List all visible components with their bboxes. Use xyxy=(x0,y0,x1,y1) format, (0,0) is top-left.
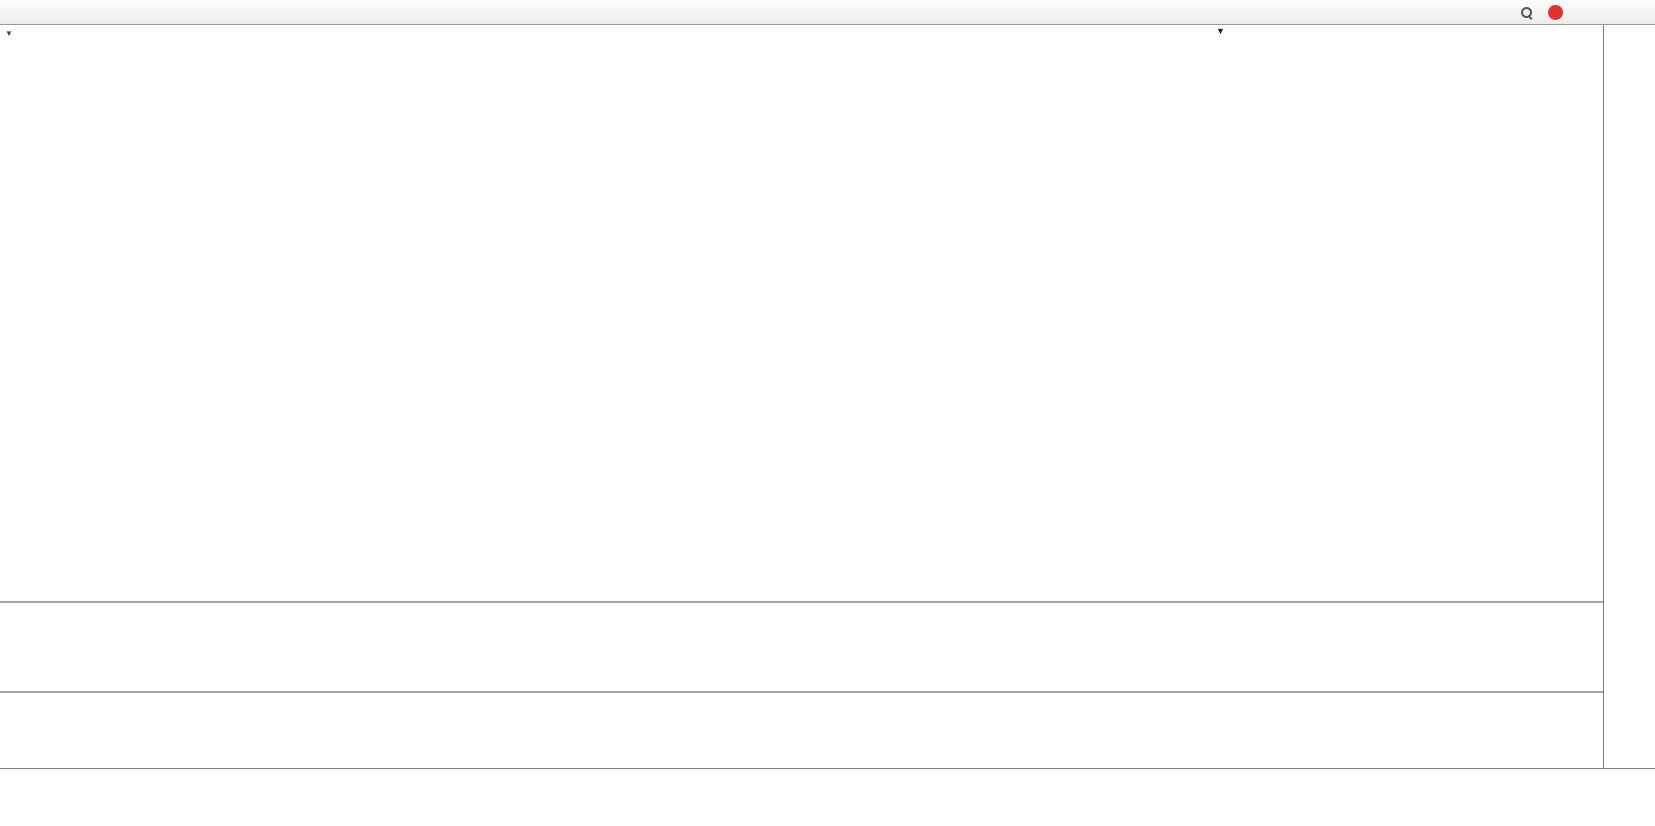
collapse-triangle-icon[interactable]: ▼ xyxy=(5,29,13,38)
macd-label xyxy=(6,605,10,616)
rsi-label xyxy=(6,695,10,706)
search-icon xyxy=(1520,6,1533,19)
price-axis[interactable] xyxy=(1603,25,1655,768)
search-button[interactable] xyxy=(1513,1,1539,24)
macd-panel[interactable] xyxy=(0,603,1603,691)
price-chart-panel[interactable]: ▼ ▼ xyxy=(0,25,1603,601)
toolbar xyxy=(0,0,1655,25)
notification-badge[interactable] xyxy=(1548,5,1563,20)
chart-shift-marker-icon[interactable]: ▼ xyxy=(1216,26,1225,36)
candlestick-chart[interactable] xyxy=(0,25,1603,601)
panel-splitter[interactable] xyxy=(0,691,1655,693)
symbol-info: ▼ xyxy=(5,29,23,38)
panel-splitter[interactable] xyxy=(0,601,1655,603)
rsi-chart xyxy=(0,693,1603,768)
time-axis[interactable] xyxy=(0,768,1655,790)
toolbar-right xyxy=(1512,0,1563,25)
rsi-panel[interactable] xyxy=(0,693,1603,768)
macd-chart xyxy=(0,603,1603,691)
